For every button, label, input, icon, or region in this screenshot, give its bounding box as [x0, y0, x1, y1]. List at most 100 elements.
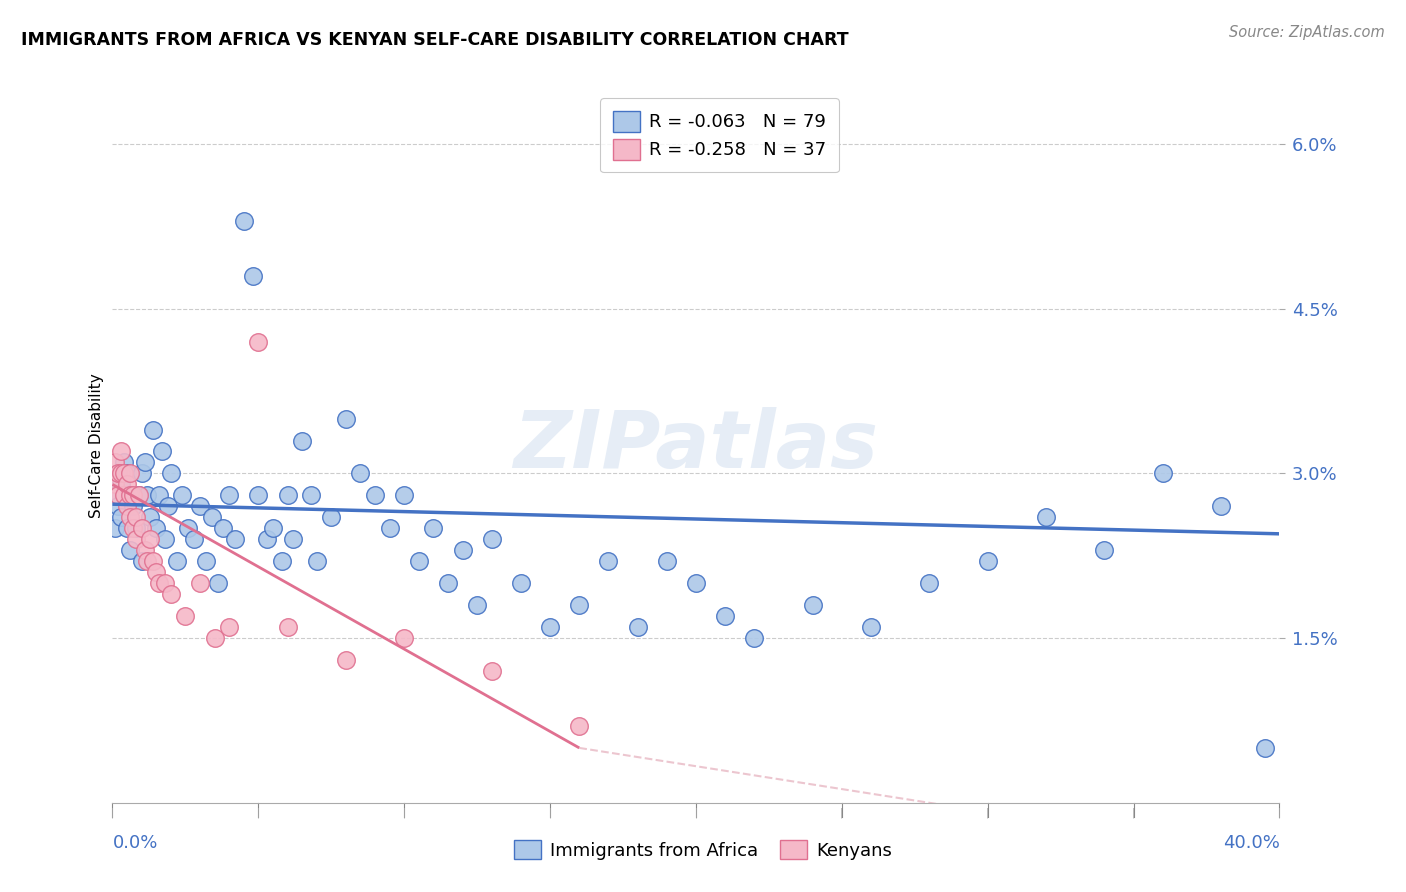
Point [188, 500, 211, 514]
Point [568, 598, 591, 612]
Point [1209, 500, 1232, 514]
Point [626, 620, 648, 634]
Point [139, 533, 162, 547]
Point [247, 334, 270, 349]
Point [283, 533, 305, 547]
Point [481, 664, 503, 678]
Point [172, 488, 194, 502]
Point [118, 488, 141, 502]
Point [115, 477, 138, 491]
Point [276, 620, 298, 634]
Point [378, 521, 401, 535]
Point [148, 488, 170, 502]
Text: |: | [695, 807, 697, 818]
Point [134, 455, 156, 469]
Point [256, 533, 278, 547]
Point [598, 554, 620, 568]
Text: |: | [1278, 807, 1281, 818]
Point [232, 214, 254, 228]
Point [321, 510, 343, 524]
Point [305, 554, 328, 568]
Point [212, 521, 235, 535]
Y-axis label: Self-Care Disability: Self-Care Disability [89, 374, 104, 518]
Point [104, 455, 127, 469]
Point [142, 554, 165, 568]
Point [125, 510, 148, 524]
Point [364, 488, 387, 502]
Point [107, 500, 129, 514]
Text: ZIPatlas: ZIPatlas [513, 407, 879, 485]
Point [125, 533, 148, 547]
Text: |: | [986, 807, 990, 818]
Point [218, 620, 240, 634]
Point [118, 510, 141, 524]
Point [465, 598, 488, 612]
Point [131, 554, 153, 568]
Point [201, 510, 224, 524]
Point [153, 576, 176, 591]
Point [110, 467, 132, 481]
Point [194, 554, 217, 568]
Point [655, 554, 678, 568]
Point [112, 488, 135, 502]
Point [568, 719, 591, 733]
Point [392, 488, 416, 502]
Point [118, 488, 141, 502]
Point [150, 444, 173, 458]
Point [128, 488, 150, 502]
Point [131, 467, 153, 481]
Point [451, 543, 474, 558]
Point [859, 620, 883, 634]
Point [204, 631, 226, 645]
Point [131, 521, 153, 535]
Point [392, 631, 416, 645]
Point [118, 543, 141, 558]
Point [104, 477, 127, 491]
Point [110, 444, 132, 458]
Point [148, 576, 170, 591]
Point [538, 620, 561, 634]
Point [107, 488, 129, 502]
Point [145, 521, 167, 535]
Point [481, 533, 503, 547]
Point [139, 510, 162, 524]
Point [714, 609, 737, 624]
Text: |: | [402, 807, 406, 818]
Point [242, 268, 264, 283]
Point [115, 521, 138, 535]
Point [128, 488, 150, 502]
Point [976, 554, 998, 568]
Legend: Immigrants from Africa, Kenyans: Immigrants from Africa, Kenyans [506, 833, 900, 867]
Point [262, 521, 284, 535]
Point [104, 521, 127, 535]
Point [107, 467, 129, 481]
Point [107, 467, 129, 481]
Point [801, 598, 824, 612]
Point [112, 488, 135, 502]
Point [218, 488, 240, 502]
Point [104, 488, 127, 502]
Point [1152, 467, 1174, 481]
Text: |: | [257, 807, 260, 818]
Text: Source: ZipAtlas.com: Source: ZipAtlas.com [1229, 25, 1385, 40]
Point [299, 488, 322, 502]
Point [918, 576, 941, 591]
Point [742, 631, 765, 645]
Point [177, 521, 200, 535]
Point [145, 566, 167, 580]
Point [136, 488, 159, 502]
Point [166, 554, 188, 568]
Point [153, 533, 176, 547]
Point [408, 554, 430, 568]
Point [118, 467, 141, 481]
Point [276, 488, 298, 502]
Point [224, 533, 246, 547]
Point [160, 587, 183, 601]
Point [335, 411, 357, 425]
Text: 40.0%: 40.0% [1223, 834, 1279, 852]
Point [183, 533, 205, 547]
Point [291, 434, 314, 448]
Point [422, 521, 444, 535]
Point [270, 554, 292, 568]
Text: 0.0%: 0.0% [112, 834, 157, 852]
